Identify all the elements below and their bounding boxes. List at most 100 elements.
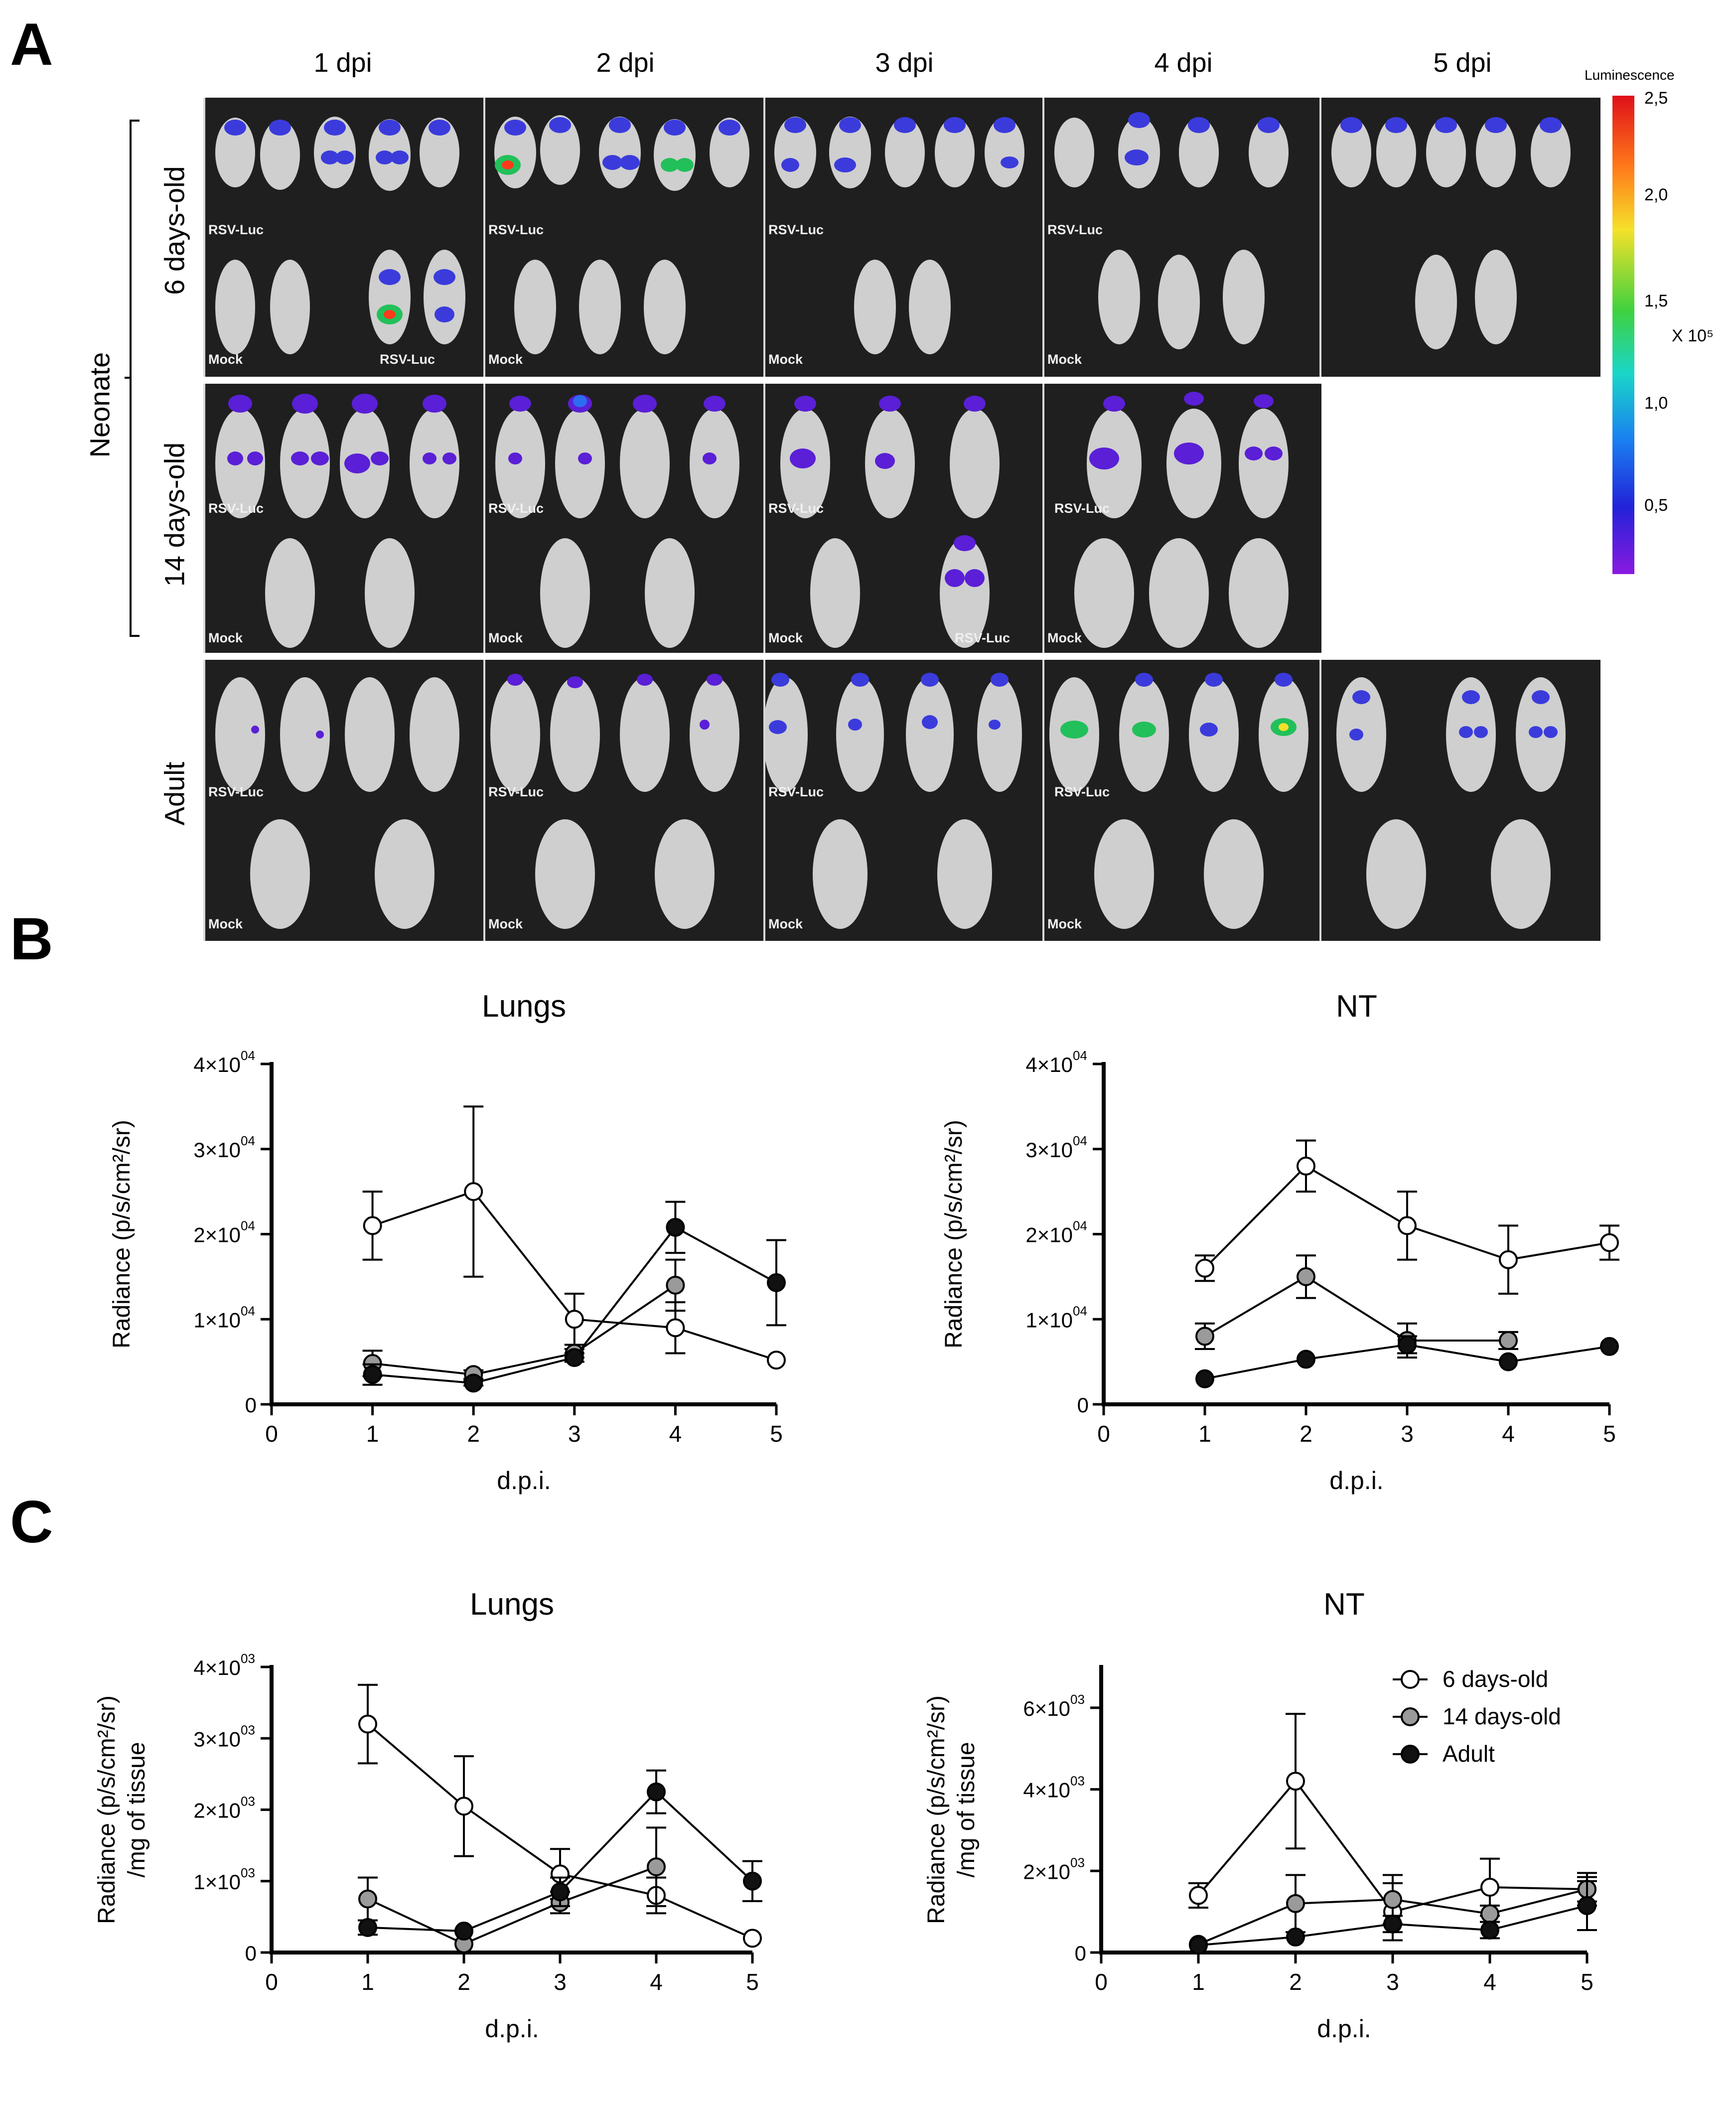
tag-rsv-luc: RSV-Luc [955, 630, 1011, 645]
tag-rsv-luc: RSV-Luc [1054, 784, 1110, 799]
y-axis-label: /mg of tissue [953, 1742, 980, 1877]
legend-label: Adult [1443, 1741, 1495, 1767]
data-point [743, 1871, 762, 1891]
data-point [358, 1889, 377, 1909]
x-tick-label: 4 [1483, 1969, 1496, 1995]
series-line [367, 1866, 657, 1946]
legend-marker [1401, 1707, 1420, 1726]
data-point [358, 1714, 377, 1734]
data-point [1398, 1335, 1417, 1354]
x-tick-label: 4 [650, 1969, 663, 1995]
data-point [565, 1310, 584, 1329]
x-tick-label: 5 [1581, 1969, 1593, 1995]
y-tick-exponent: 04 [241, 1048, 255, 1063]
data-point [1297, 1350, 1315, 1369]
data-point [1499, 1331, 1518, 1350]
data-point [1480, 1878, 1499, 1897]
x-tick-label: 2 [457, 1969, 470, 1995]
y-tick-label: 2×10 [1025, 1223, 1073, 1247]
tag-rsv-luc: RSV-Luc [768, 501, 824, 516]
data-point [1398, 1216, 1417, 1235]
image-adult-1dpi: RSV-Luc Mock [203, 660, 485, 941]
image-14d-2dpi: RSV-Luc Mock [483, 384, 765, 653]
y-tick-label: 3×10 [1025, 1138, 1073, 1162]
tag-rsv-luc: RSV-Luc [768, 222, 824, 237]
panel-label-a: A [10, 11, 53, 78]
y-tick-label: 3×10 [193, 1138, 241, 1162]
column-label-5dpi: 5 dpi [1433, 48, 1492, 78]
series-line [1204, 1275, 1508, 1342]
tag-mock: Mock [208, 630, 243, 645]
data-point [1286, 1894, 1305, 1913]
tag-rsv-luc: RSV-Luc [1054, 501, 1110, 516]
tag-rsv-luc: RSV-Luc [768, 784, 824, 799]
chart-title: Lungs [470, 1587, 554, 1622]
x-tick-label: 3 [554, 1969, 567, 1995]
legend-marker [1401, 1745, 1420, 1764]
data-point [1195, 1258, 1214, 1278]
image-6d-5dpi [1319, 98, 1600, 377]
x-tick-label: 0 [265, 1969, 278, 1995]
legend-label: 6 days-old [1443, 1666, 1548, 1692]
data-point [363, 1216, 382, 1235]
data-point [1195, 1369, 1214, 1388]
tag-rsv-luc: RSV-Luc [488, 501, 544, 516]
x-tick-label: 1 [361, 1969, 374, 1995]
data-point [1297, 1156, 1315, 1176]
image-adult-4dpi: RSV-Luc Mock [1042, 660, 1321, 941]
y-tick-exponent: 03 [241, 1722, 255, 1737]
data-point [647, 1782, 666, 1802]
x-tick-label: 0 [265, 1421, 278, 1447]
y-tick-label: 2×10 [1023, 1860, 1070, 1883]
y-axis-label: Radiance (p/s/cm²/sr) [94, 1695, 120, 1924]
data-point [464, 1182, 483, 1202]
y-axis-label: Radiance (p/s/cm²/sr) [923, 1695, 950, 1924]
data-point [1578, 1896, 1596, 1915]
image-adult-2dpi: RSV-Luc Mock [483, 660, 765, 941]
data-point [767, 1351, 786, 1370]
y-tick-exponent: 03 [1070, 1774, 1085, 1789]
column-label-3dpi: 3 dpi [875, 48, 934, 78]
y-tick-exponent: 03 [241, 1794, 255, 1809]
x-tick-label: 3 [568, 1421, 581, 1447]
legend-marker [1401, 1670, 1420, 1689]
tag-rsv-luc: RSV-Luc [208, 784, 264, 799]
data-point [1189, 1936, 1208, 1955]
image-6d-3dpi: RSV-Luc Mock [763, 98, 1044, 377]
tag-rsv-luc: RSV-Luc [488, 784, 544, 799]
image-14d-3dpi: RSV-Luc Mock RSV-Luc [763, 384, 1044, 653]
data-point [1600, 1233, 1619, 1252]
colorbar-gradient [1612, 96, 1634, 574]
column-label-4dpi: 4 dpi [1154, 48, 1213, 78]
data-point [1480, 1920, 1499, 1940]
x-tick-label: 5 [1603, 1421, 1616, 1447]
x-tick-label: 5 [770, 1421, 783, 1447]
y-tick-label: 4×10 [193, 1053, 241, 1076]
tag-mock: Mock [1047, 352, 1082, 367]
data-point [1189, 1886, 1208, 1905]
image-14d-1dpi: RSV-Luc Mock [203, 384, 485, 653]
y-tick-label: 4×10 [193, 1656, 241, 1679]
y-tick-label: 3×10 [193, 1727, 241, 1751]
data-point [363, 1365, 382, 1384]
data-point [464, 1373, 483, 1393]
data-point [551, 1882, 570, 1902]
tag-mock: Mock [208, 352, 243, 367]
y-tick-label: 0 [245, 1393, 257, 1417]
chart-title: NT [1323, 1587, 1365, 1622]
y-tick-label: 0 [1075, 1942, 1086, 1965]
colorbar-title: Luminescence [1585, 67, 1675, 83]
x-axis-label: d.p.i. [497, 1467, 551, 1495]
x-tick-label: 3 [1386, 1969, 1399, 1995]
y-tick-label: 0 [1077, 1393, 1089, 1417]
x-tick-label: 4 [669, 1421, 682, 1447]
x-axis-label: d.p.i. [1317, 2015, 1371, 2043]
colorbar-tick: 2,5 [1644, 89, 1668, 108]
y-tick-exponent: 03 [1070, 1692, 1085, 1707]
y-tick-exponent: 04 [241, 1303, 255, 1318]
y-tick-exponent: 04 [1073, 1303, 1087, 1318]
data-point [1600, 1337, 1619, 1356]
y-tick-exponent: 04 [1073, 1133, 1087, 1148]
data-point [1297, 1267, 1315, 1286]
colorbar-tick: 2,0 [1644, 185, 1668, 204]
